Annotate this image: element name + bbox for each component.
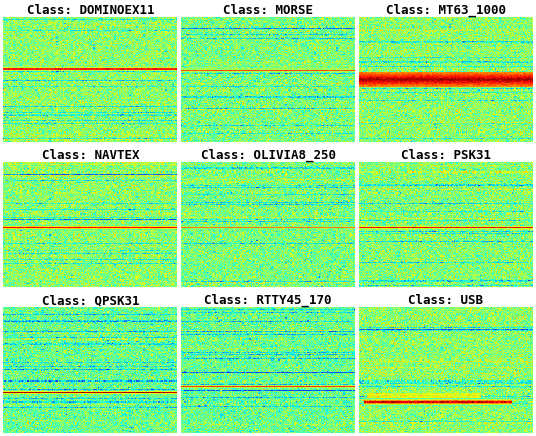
Title: Class: RTTY45_170: Class: RTTY45_170 (204, 294, 332, 307)
Title: Class: PSK31: Class: PSK31 (401, 149, 491, 162)
Title: Class: USB: Class: USB (408, 294, 483, 307)
Title: Class: QPSK31: Class: QPSK31 (41, 294, 139, 307)
Title: Class: OLIVIA8_250: Class: OLIVIA8_250 (200, 149, 336, 162)
Title: Class: DOMINOEX11: Class: DOMINOEX11 (26, 4, 154, 17)
Title: Class: MT63_1000: Class: MT63_1000 (386, 3, 506, 17)
Title: Class: NAVTEX: Class: NAVTEX (41, 149, 139, 162)
Title: Class: MORSE: Class: MORSE (223, 4, 313, 17)
